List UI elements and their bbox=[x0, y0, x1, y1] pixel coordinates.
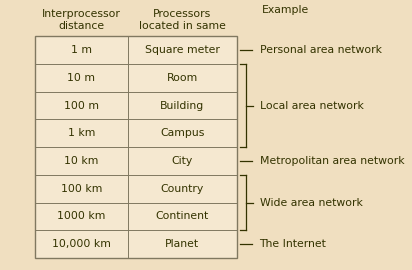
Text: 10,000 km: 10,000 km bbox=[52, 239, 111, 249]
Text: Square meter: Square meter bbox=[145, 45, 220, 55]
Text: 1 m: 1 m bbox=[71, 45, 92, 55]
Text: Room: Room bbox=[167, 73, 198, 83]
Text: Country: Country bbox=[161, 184, 204, 194]
Text: 1 km: 1 km bbox=[68, 128, 95, 138]
Text: 100 m: 100 m bbox=[64, 101, 99, 111]
Text: 1000 km: 1000 km bbox=[57, 211, 105, 221]
Text: Building: Building bbox=[160, 101, 204, 111]
Text: 10 km: 10 km bbox=[64, 156, 98, 166]
Text: The Internet: The Internet bbox=[260, 239, 326, 249]
Text: Metropolitan area network: Metropolitan area network bbox=[260, 156, 404, 166]
Text: Wide area network: Wide area network bbox=[260, 197, 363, 208]
Text: Example: Example bbox=[262, 5, 309, 15]
Text: Interprocessor
distance: Interprocessor distance bbox=[42, 9, 121, 31]
Text: 100 km: 100 km bbox=[61, 184, 102, 194]
Text: 10 m: 10 m bbox=[68, 73, 96, 83]
Text: Campus: Campus bbox=[160, 128, 205, 138]
Text: Continent: Continent bbox=[156, 211, 209, 221]
Text: Planet: Planet bbox=[165, 239, 199, 249]
Text: Local area network: Local area network bbox=[260, 101, 363, 111]
Text: Processors
located in same: Processors located in same bbox=[139, 9, 226, 31]
Text: City: City bbox=[172, 156, 193, 166]
Text: Personal area network: Personal area network bbox=[260, 45, 382, 55]
Bar bbox=[35, 36, 237, 258]
